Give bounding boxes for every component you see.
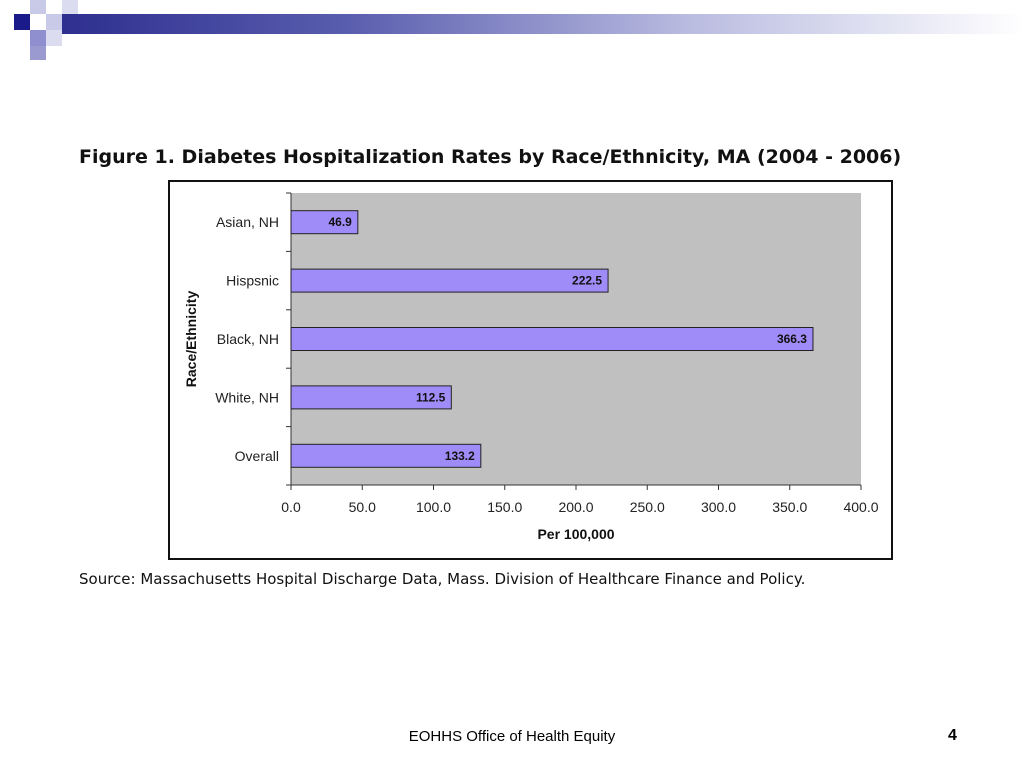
value-labels: 46.9 222.5 366.3 112.5 133.2: [328, 215, 807, 463]
bar: [290, 443, 482, 468]
header-square-light: [46, 14, 62, 30]
header-square-dark: [14, 14, 30, 30]
header-square-mid: [30, 46, 46, 60]
x-tick-label: 250.0: [630, 499, 665, 515]
slide-footer: EOHHS Office of Health Equity: [408, 728, 616, 745]
x-tick-label: 100.0: [416, 499, 451, 515]
x-tick-label: 200.0: [558, 499, 593, 515]
page-number: 4: [948, 727, 957, 744]
header-square-mid: [30, 30, 46, 46]
x-tick-label: 0.0: [281, 499, 301, 515]
value-label: 112.5: [416, 390, 446, 404]
bar-series: [290, 210, 814, 468]
header-square-mid: [62, 0, 78, 14]
x-tick-label: 300.0: [701, 499, 736, 515]
x-tick-labels: 0.0 50.0 100.0 150.0 200.0 250.0 300.0 350.0 400…: [281, 499, 878, 515]
category-labels: Asian, NH Hispsnic Black, NH White, NH Overa…: [215, 214, 279, 464]
x-tick-label: 350.0: [772, 499, 807, 515]
value-label: 222.5: [572, 274, 602, 288]
x-tick-label: 150.0: [487, 499, 522, 515]
header-square-light: [30, 0, 46, 14]
bar: [290, 327, 814, 351]
source-note: Source: Massachusetts Hospital Discharge…: [79, 570, 806, 588]
category-label: Black, NH: [217, 331, 279, 347]
category-label: White, NH: [215, 389, 279, 405]
figure-title: Figure 1. Diabetes Hospitalization Rates…: [79, 146, 902, 168]
header-square-light: [46, 30, 62, 46]
x-tick-label: 50.0: [349, 499, 376, 515]
slide-header-decoration: [0, 0, 1024, 62]
category-label: Overall: [235, 448, 279, 464]
category-label: Hispsnic: [226, 273, 279, 289]
value-label: 366.3: [777, 332, 807, 346]
y-axis-title: Race/Ethnicity: [183, 291, 199, 388]
y-axis-ticks: [286, 192, 291, 486]
bar: [290, 210, 359, 235]
header-gradient-bar: [62, 14, 1024, 34]
x-axis-ticks: [290, 485, 862, 490]
x-tick-label: 400.0: [843, 499, 878, 515]
category-label: Asian, NH: [216, 214, 279, 230]
value-label: 133.2: [445, 449, 475, 463]
value-label: 46.9: [328, 215, 352, 229]
bar: [290, 268, 609, 293]
x-axis-title: Per 100,000: [537, 526, 614, 542]
bar: [290, 385, 452, 410]
